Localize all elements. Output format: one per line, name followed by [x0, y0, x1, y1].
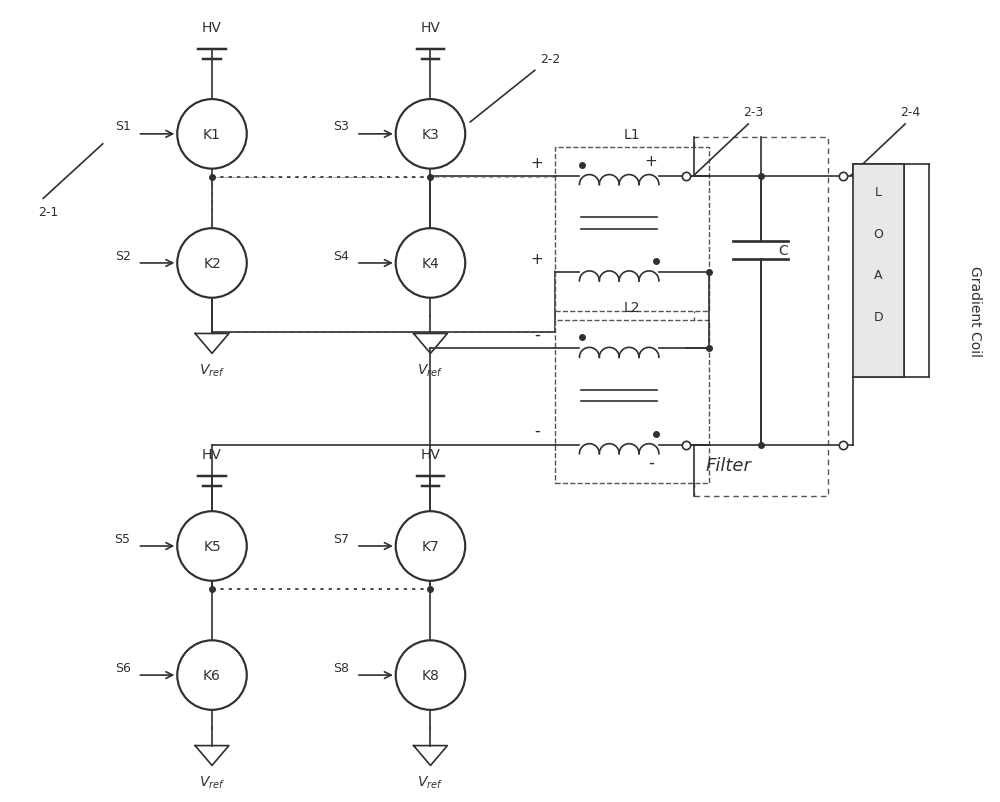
- Bar: [212, 177, 555, 333]
- Text: S7: S7: [333, 532, 349, 545]
- Text: K1: K1: [203, 128, 221, 142]
- Text: +: +: [645, 153, 657, 168]
- Text: 2-3: 2-3: [743, 106, 764, 119]
- Text: -: -: [534, 325, 540, 343]
- Text: L: L: [875, 186, 882, 199]
- Text: $V_{ref}$: $V_{ref}$: [417, 773, 444, 790]
- Text: K5: K5: [203, 539, 221, 553]
- Bar: [853, 164, 904, 378]
- Text: Gradient Coil: Gradient Coil: [968, 265, 982, 356]
- Text: HV: HV: [421, 21, 440, 34]
- Text: +: +: [530, 252, 543, 266]
- Text: K4: K4: [422, 257, 439, 270]
- Text: K8: K8: [422, 668, 439, 683]
- Text: S6: S6: [115, 661, 131, 674]
- Text: S3: S3: [333, 120, 349, 133]
- Text: HV: HV: [421, 447, 440, 461]
- Text: 2-4: 2-4: [900, 106, 920, 119]
- Text: S2: S2: [115, 249, 131, 262]
- Circle shape: [396, 641, 465, 710]
- Text: S4: S4: [333, 249, 349, 262]
- Text: Filter: Filter: [706, 457, 751, 475]
- Bar: [555, 148, 709, 311]
- Text: C: C: [779, 244, 788, 257]
- Bar: [694, 138, 828, 496]
- Bar: [555, 320, 709, 484]
- Text: K3: K3: [422, 128, 439, 142]
- Circle shape: [177, 229, 247, 298]
- Text: K6: K6: [203, 668, 221, 683]
- Text: 2-1: 2-1: [38, 206, 58, 219]
- Text: S1: S1: [115, 120, 131, 133]
- Text: 2-2: 2-2: [540, 53, 560, 67]
- Text: D: D: [874, 310, 883, 324]
- Text: +: +: [530, 156, 543, 170]
- Circle shape: [396, 512, 465, 581]
- Text: S8: S8: [333, 661, 349, 674]
- Circle shape: [177, 512, 247, 581]
- Text: -: -: [648, 453, 654, 471]
- Circle shape: [177, 100, 247, 169]
- Circle shape: [177, 641, 247, 710]
- Text: O: O: [873, 228, 883, 241]
- Circle shape: [396, 100, 465, 169]
- Text: -: -: [534, 421, 540, 439]
- Text: $V_{ref}$: $V_{ref}$: [199, 362, 225, 379]
- Text: K7: K7: [422, 539, 439, 553]
- Text: HV: HV: [202, 447, 222, 461]
- Text: $V_{ref}$: $V_{ref}$: [417, 362, 444, 379]
- Text: L2: L2: [623, 300, 640, 314]
- Text: $V_{ref}$: $V_{ref}$: [199, 773, 225, 790]
- Text: HV: HV: [202, 21, 222, 34]
- Text: L1: L1: [623, 128, 640, 142]
- Text: A: A: [874, 269, 883, 282]
- Text: K2: K2: [203, 257, 221, 270]
- Text: S5: S5: [115, 532, 131, 545]
- Circle shape: [396, 229, 465, 298]
